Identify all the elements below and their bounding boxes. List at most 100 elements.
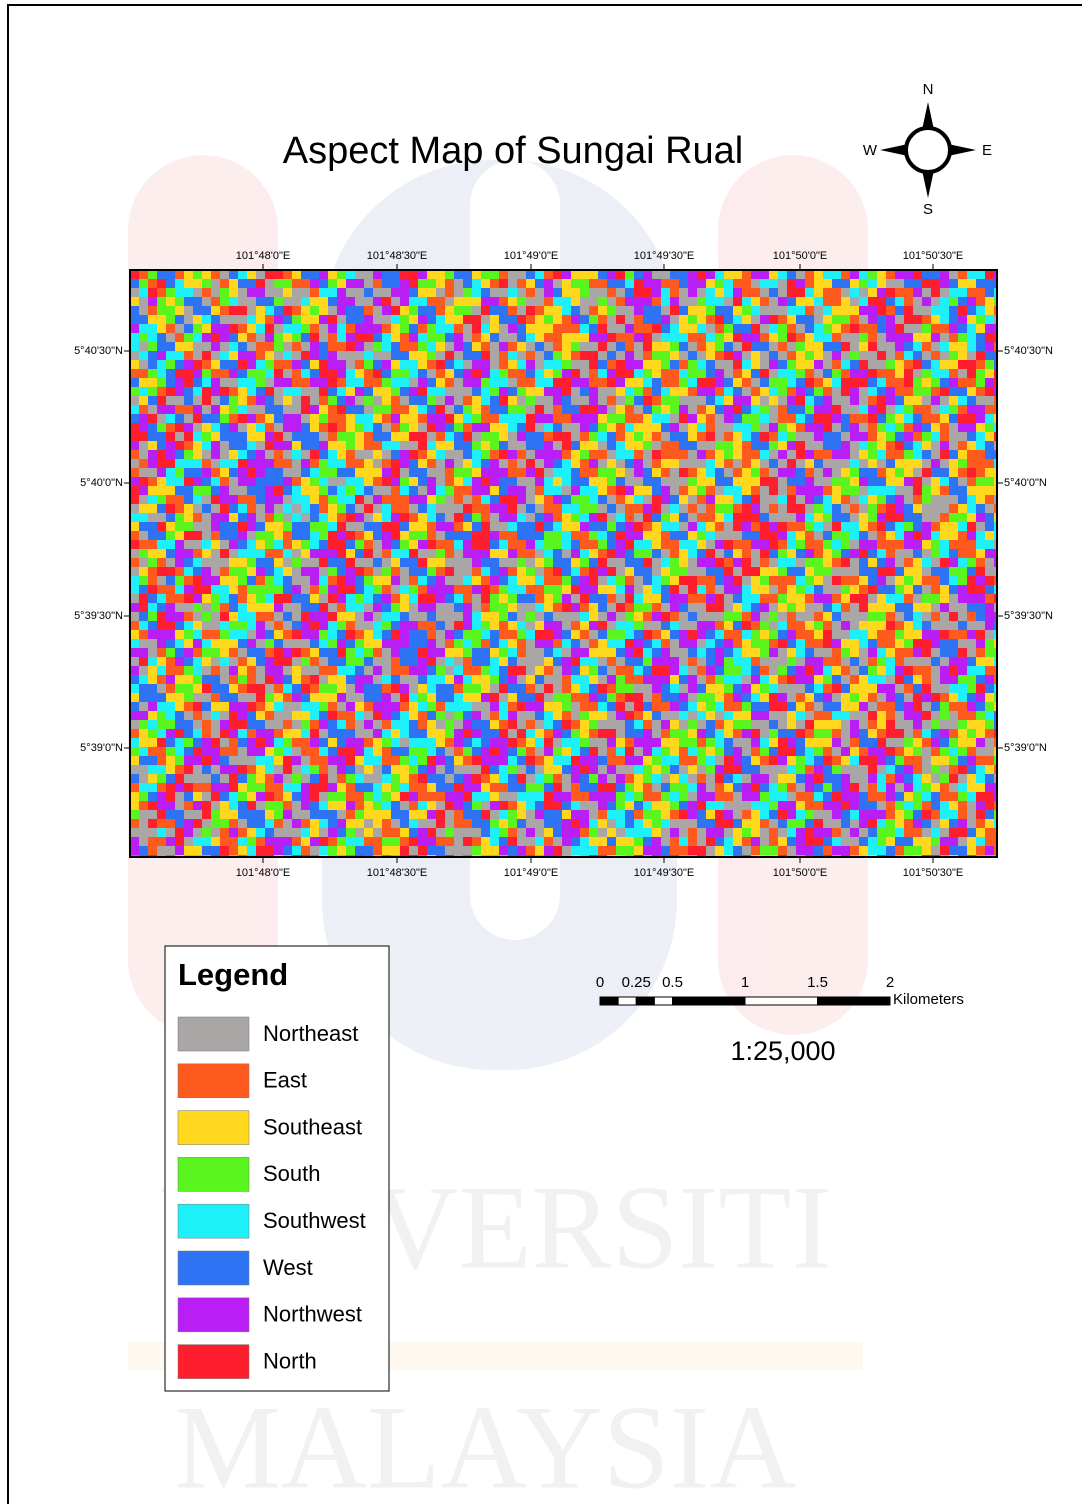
raster-cell [247, 450, 256, 459]
raster-cell [229, 630, 238, 639]
raster-cell [724, 486, 733, 495]
raster-cell [211, 459, 220, 468]
raster-cell [148, 477, 157, 486]
raster-cell [742, 648, 751, 657]
raster-cell [859, 333, 868, 342]
raster-cell [598, 378, 607, 387]
raster-cell [859, 522, 868, 531]
raster-cell [328, 468, 337, 477]
raster-cell [958, 306, 967, 315]
raster-cell [823, 567, 832, 576]
raster-cell [706, 315, 715, 324]
raster-cell [805, 324, 814, 333]
raster-cell [445, 306, 454, 315]
raster-cell [202, 342, 211, 351]
raster-cell [778, 459, 787, 468]
raster-cell [544, 684, 553, 693]
raster-cell [265, 549, 274, 558]
raster-cell [940, 648, 949, 657]
raster-cell [238, 729, 247, 738]
raster-cell [652, 621, 661, 630]
raster-cell [598, 324, 607, 333]
raster-cell [877, 450, 886, 459]
raster-cell [805, 495, 814, 504]
raster-cell [805, 540, 814, 549]
raster-cell [337, 369, 346, 378]
raster-cell [193, 378, 202, 387]
raster-cell [292, 495, 301, 504]
raster-cell [751, 351, 760, 360]
raster-cell [841, 540, 850, 549]
raster-cell [274, 612, 283, 621]
raster-cell [706, 549, 715, 558]
raster-cell [220, 612, 229, 621]
raster-cell [706, 432, 715, 441]
raster-cell [130, 306, 139, 315]
raster-cell [472, 720, 481, 729]
raster-cell [481, 387, 490, 396]
raster-cell [481, 306, 490, 315]
raster-cell [661, 720, 670, 729]
raster-cell [949, 441, 958, 450]
raster-cell [697, 432, 706, 441]
raster-cell [526, 378, 535, 387]
raster-cell [931, 567, 940, 576]
raster-cell [958, 450, 967, 459]
raster-cell [751, 594, 760, 603]
raster-cell [229, 702, 238, 711]
raster-cell [454, 558, 463, 567]
raster-cell [526, 558, 535, 567]
raster-cell [364, 594, 373, 603]
raster-cell [148, 306, 157, 315]
raster-cell [220, 495, 229, 504]
raster-cell [715, 342, 724, 351]
raster-cell [544, 639, 553, 648]
raster-cell [913, 540, 922, 549]
raster-cell [211, 279, 220, 288]
raster-cell [814, 648, 823, 657]
raster-cell [256, 423, 265, 432]
raster-cell [220, 270, 229, 279]
raster-cell [220, 693, 229, 702]
raster-cell [976, 378, 985, 387]
raster-cell [391, 576, 400, 585]
raster-cell [715, 666, 724, 675]
raster-cell [364, 495, 373, 504]
raster-cell [481, 621, 490, 630]
raster-cell [976, 459, 985, 468]
raster-cell [571, 279, 580, 288]
raster-cell [778, 513, 787, 522]
raster-cell [571, 657, 580, 666]
raster-cell [364, 315, 373, 324]
raster-cell [652, 558, 661, 567]
raster-cell [904, 612, 913, 621]
raster-cell [553, 432, 562, 441]
raster-cell [364, 405, 373, 414]
raster-cell [886, 675, 895, 684]
raster-cell [733, 369, 742, 378]
raster-cell [643, 621, 652, 630]
raster-cell [373, 729, 382, 738]
raster-cell [787, 639, 796, 648]
raster-cell [913, 630, 922, 639]
raster-cell [607, 450, 616, 459]
raster-cell [202, 288, 211, 297]
raster-cell [580, 666, 589, 675]
raster-cell [310, 594, 319, 603]
raster-cell [391, 342, 400, 351]
raster-cell [175, 666, 184, 675]
raster-cell [337, 270, 346, 279]
raster-cell [400, 459, 409, 468]
raster-cell [310, 369, 319, 378]
raster-cell [661, 585, 670, 594]
raster-cell [715, 558, 724, 567]
raster-cell [328, 414, 337, 423]
raster-cell [364, 513, 373, 522]
raster-cell [463, 684, 472, 693]
raster-cell [625, 612, 634, 621]
raster-cell [850, 693, 859, 702]
raster-cell [760, 675, 769, 684]
raster-cell [337, 279, 346, 288]
raster-cell [139, 540, 148, 549]
raster-cell [796, 693, 805, 702]
